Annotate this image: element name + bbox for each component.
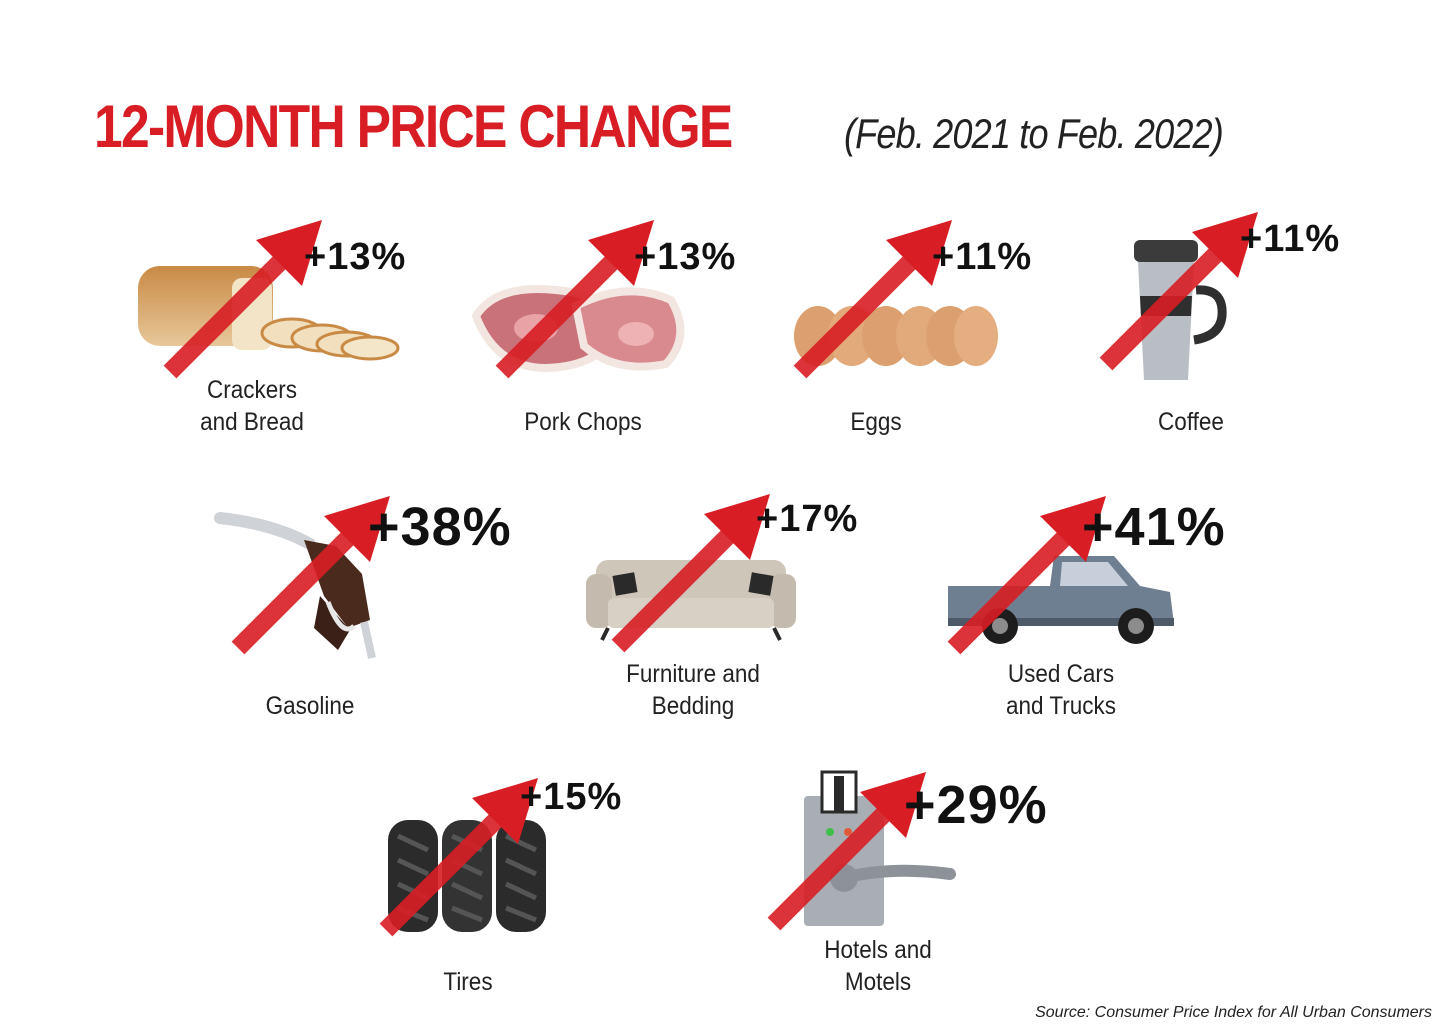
increase-arrow-icon: [767, 772, 926, 931]
tires-icon: [388, 820, 546, 932]
price-change-value: +17%: [756, 498, 859, 540]
page-title: 12-MONTH PRICE CHANGE: [94, 93, 733, 160]
item-label: Coffee: [1158, 408, 1224, 436]
page-subtitle: (Feb. 2021 to Feb. 2022): [844, 110, 1224, 157]
item-label: Used Cars and Trucks: [1005, 660, 1117, 720]
increase-arrow-icon: [947, 496, 1106, 655]
increase-arrow-icon: [379, 778, 538, 937]
item-label: Pork Chops: [524, 408, 642, 436]
item-label: Crackers and Bread: [200, 376, 304, 436]
increase-arrow-icon: [793, 220, 952, 379]
item-label: Furniture and Bedding: [626, 660, 760, 720]
item-label: Hotels and Motels: [824, 936, 932, 996]
price-change-value: +29%: [904, 775, 1048, 835]
increase-arrow-icon: [231, 496, 390, 655]
price-change-value: +11%: [932, 236, 1033, 278]
price-change-value: +38%: [368, 497, 512, 557]
price-change-value: +41%: [1082, 497, 1226, 557]
increase-arrow-icon: [1099, 212, 1258, 371]
item-label: Gasoline: [265, 692, 355, 720]
item-label: Tires: [443, 968, 493, 996]
price-change-value: +11%: [1240, 218, 1341, 260]
price-change-value: +13%: [634, 236, 737, 278]
item-label: Eggs: [850, 408, 902, 436]
increase-arrow-icon: [495, 220, 654, 379]
price-change-value: +15%: [520, 776, 623, 818]
increase-arrow-icon: [611, 494, 770, 653]
source-note: Source: Consumer Price Index for All Urb…: [1035, 1004, 1432, 1021]
price-change-value: +13%: [304, 236, 407, 278]
increase-arrow-icon: [163, 220, 322, 379]
